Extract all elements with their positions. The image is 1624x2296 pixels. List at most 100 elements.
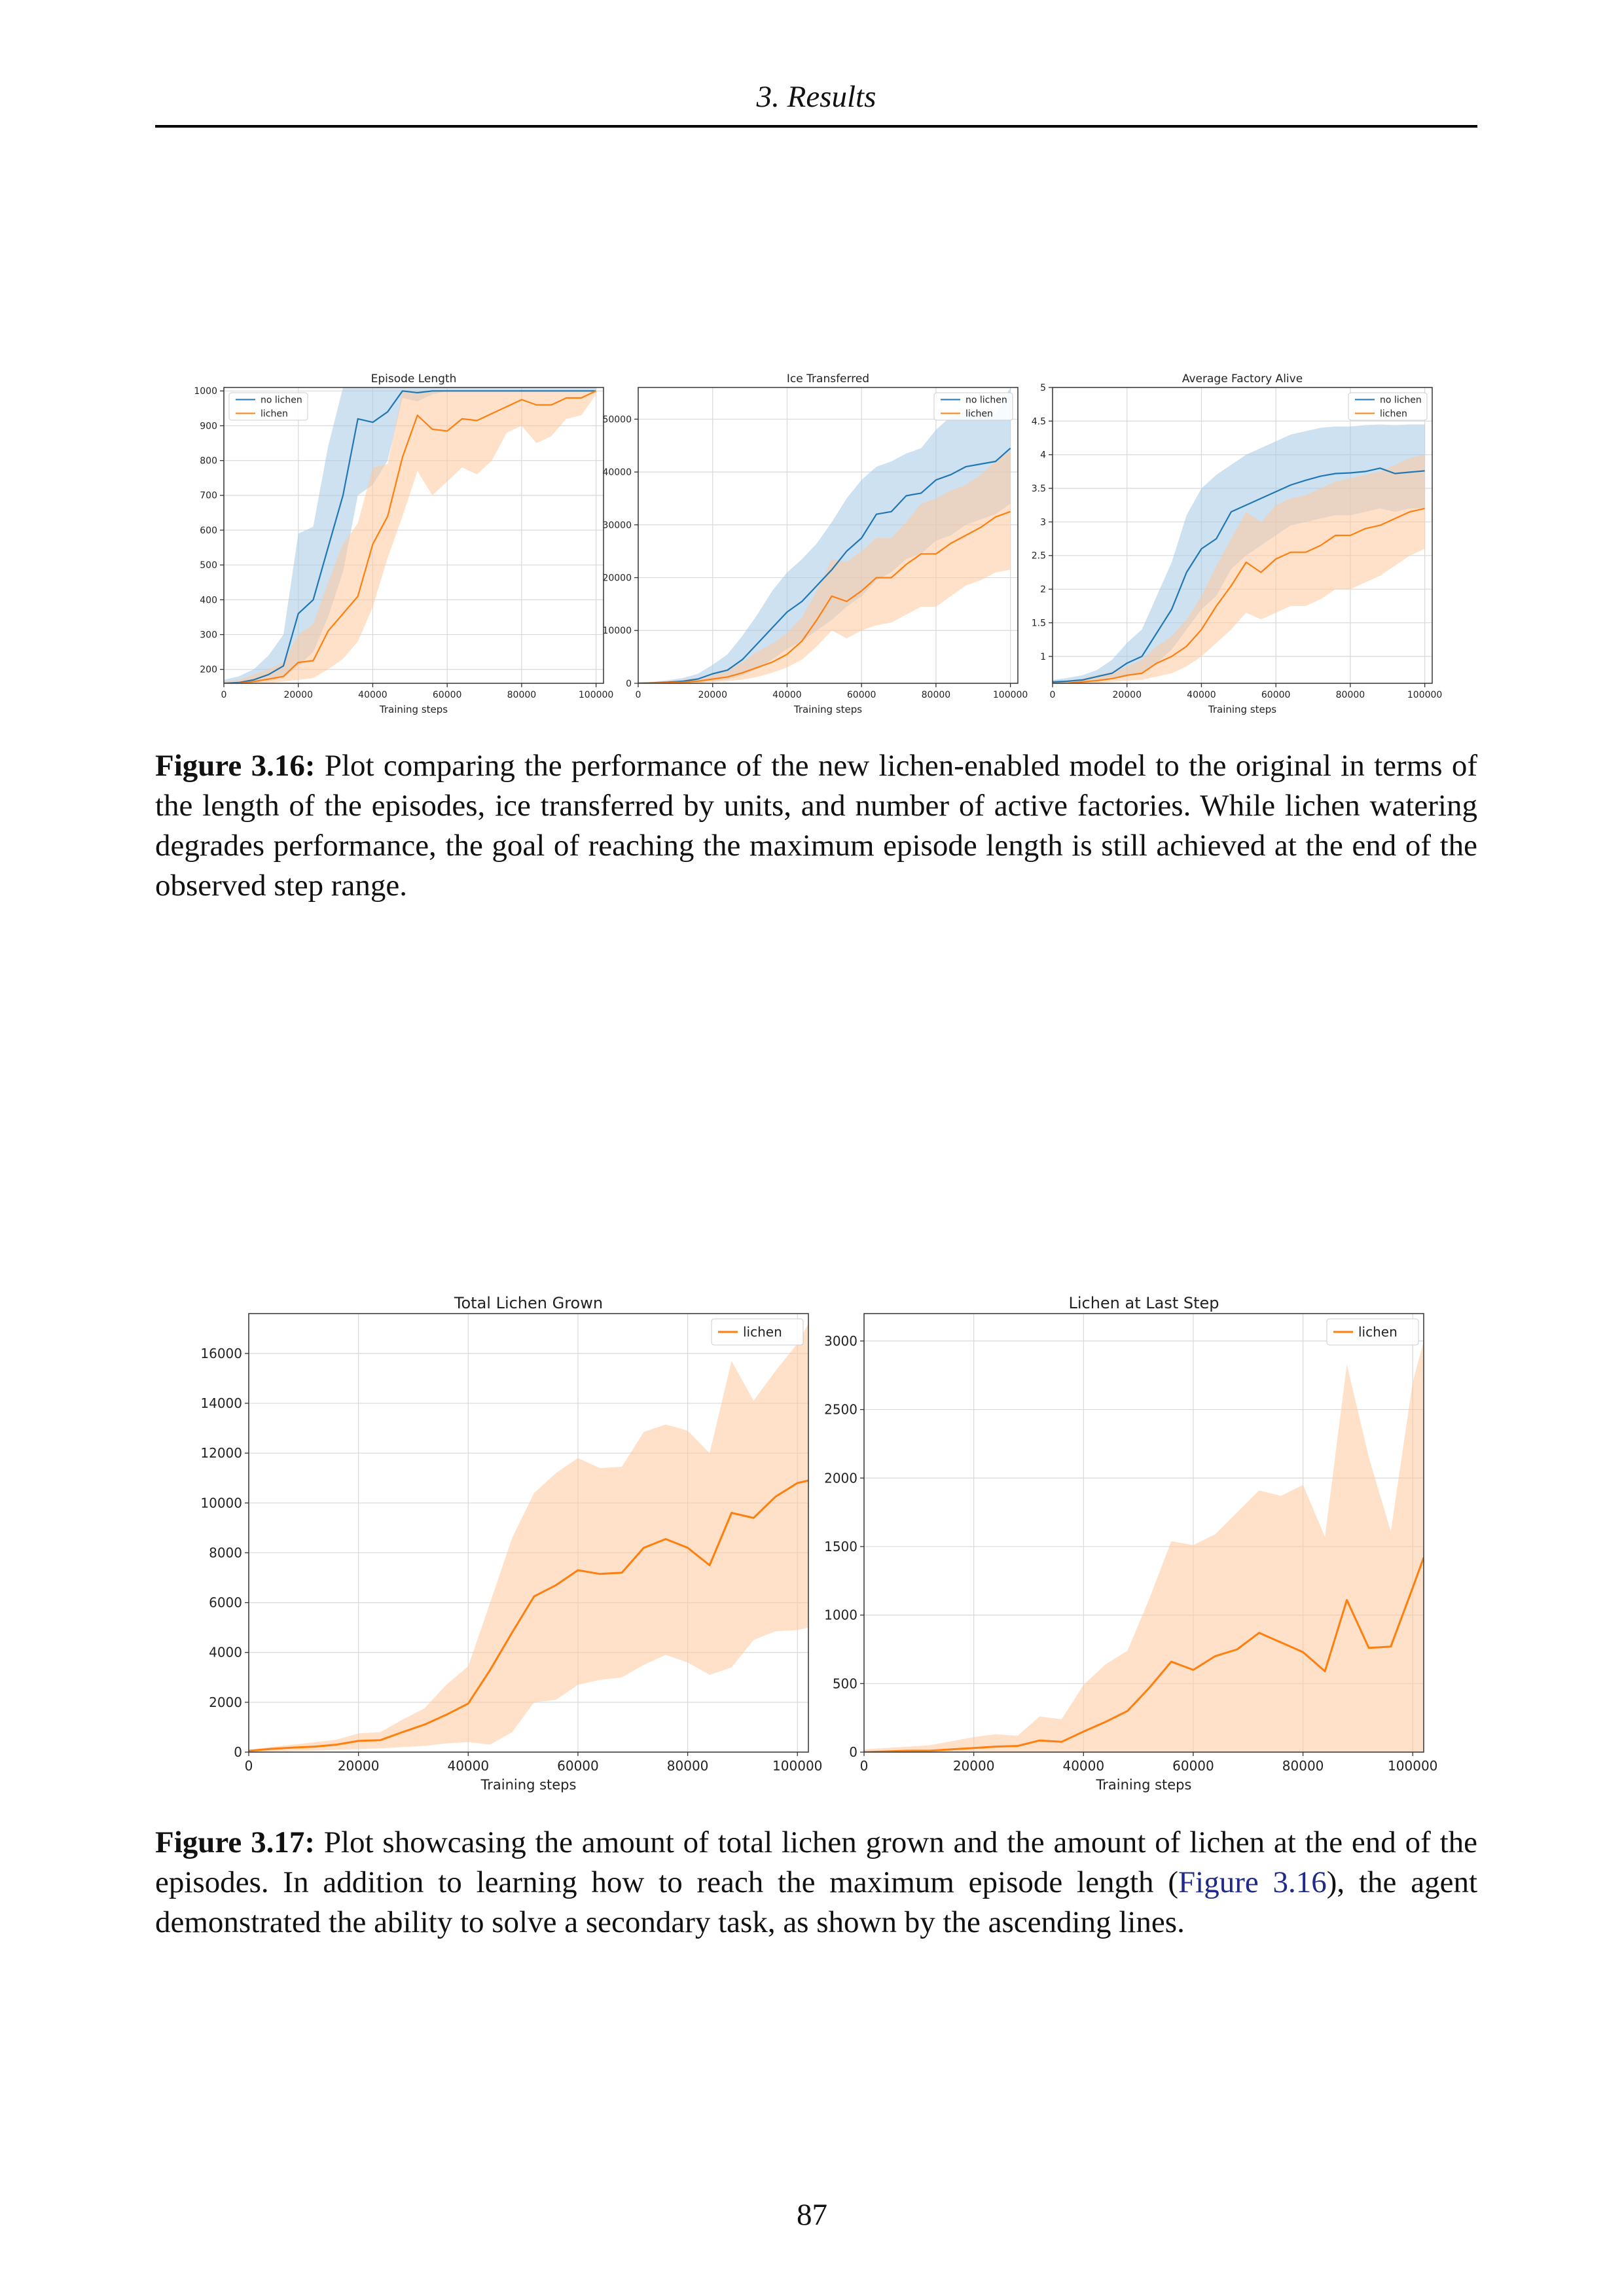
header-rule xyxy=(155,125,1477,128)
data-layer xyxy=(864,1340,1424,1752)
chart-title: Ice Transferred xyxy=(787,372,869,386)
series-line-lichen xyxy=(864,1557,1424,1752)
legend-entry: no lichen xyxy=(965,395,1007,405)
x-tick-label: 0 xyxy=(860,1758,869,1774)
x-tick-label: 80000 xyxy=(1282,1758,1324,1774)
y-tick-label: 500 xyxy=(833,1676,857,1691)
y-tick-label: 900 xyxy=(200,421,217,431)
y-tick-label: 30000 xyxy=(602,520,632,531)
legend: no lichen lichen xyxy=(1348,392,1428,421)
legend: no lichen lichen xyxy=(933,392,1013,421)
y-tick-label: 2.5 xyxy=(1032,551,1046,562)
x-tick-label: 20000 xyxy=(283,690,313,700)
figure-3-16-caption-text: Plot comparing the performance of the ne… xyxy=(155,749,1477,903)
y-tick-label: 500 xyxy=(200,560,217,571)
x-axis-label: Training steps xyxy=(480,1777,577,1793)
axes-frame xyxy=(1052,387,1433,684)
x-tick-label: 80000 xyxy=(922,690,951,700)
x-tick-label: 40000 xyxy=(1062,1758,1104,1774)
x-tick-label: 40000 xyxy=(358,690,388,700)
series-line-no-lichen xyxy=(1053,467,1425,683)
confidence-band-lichen xyxy=(638,450,1011,683)
y-tick-label: 16000 xyxy=(200,1346,242,1361)
confidence-band-no-lichen xyxy=(224,387,596,683)
y-tick-label: 10000 xyxy=(602,626,632,636)
chart-title: Lichen at Last Step xyxy=(1068,1294,1219,1312)
x-axis-label: Training steps xyxy=(1208,704,1276,715)
y-tick-label: 6000 xyxy=(209,1595,242,1611)
x-axis-label: Training steps xyxy=(379,704,448,715)
running-head: 3. Results xyxy=(756,80,876,114)
legend-box xyxy=(711,1318,804,1346)
x-tick-label: 0 xyxy=(245,1758,253,1774)
series-line-lichen xyxy=(249,1479,808,1752)
series-line-lichen xyxy=(1053,507,1425,683)
y-tick-label: 50000 xyxy=(602,414,632,425)
x-tick-label: 20000 xyxy=(338,1758,380,1774)
y-tick-label: 1000 xyxy=(194,386,217,397)
x-tick-label: 40000 xyxy=(1187,690,1216,700)
y-tick-label: 700 xyxy=(200,491,217,501)
axes-frame xyxy=(638,387,1019,684)
chart-episode-length: 0 20000 40000 60000 80000 100000 200 300 400 500 6… xyxy=(194,372,613,715)
legend-entry: lichen xyxy=(261,408,288,419)
series-line-no-lichen xyxy=(638,447,1011,683)
x-tick-label: 0 xyxy=(1050,690,1056,700)
y-tick-label: 1500 xyxy=(824,1539,857,1554)
y-tick-label: 8000 xyxy=(209,1545,242,1560)
chart-average-factory-alive: 0 20000 40000 60000 80000 100000 1 1.5 2 2.5 3 3.5 4… xyxy=(1032,372,1443,715)
figure-3-16-caption-label: Figure 3.16: xyxy=(155,749,316,783)
chart-lichen-at-last-step: 0 20000 40000 60000 80000 100000 0 500 1000 1500 2… xyxy=(824,1294,1437,1793)
data-layer xyxy=(638,387,1011,683)
y-tick-label: 3000 xyxy=(824,1333,857,1349)
y-tick-label: 4.5 xyxy=(1032,416,1046,427)
x-tick-label: 100000 xyxy=(579,690,613,700)
x-tick-label: 40000 xyxy=(447,1758,489,1774)
confidence-band-no-lichen xyxy=(638,387,1011,683)
x-tick-label: 20000 xyxy=(1112,690,1142,700)
figure-3-16-reference-link[interactable]: Figure 3.16 xyxy=(1178,1865,1327,1899)
y-tick-label: 2 xyxy=(1040,584,1046,595)
figure-3-16-plots: 0 20000 40000 60000 80000 1000002003004005006… xyxy=(194,372,1443,715)
y-tick-label: 5 xyxy=(1040,383,1046,393)
figure-3-17: 0 20000 40000 60000 80000 100000 0 2000 4000 6000… xyxy=(0,1283,1624,1806)
figure-3-17-caption-text-before: Plot showcasing the amount of total lich… xyxy=(155,1825,1477,1899)
legend-entry: lichen xyxy=(965,408,993,419)
x-tick-label: 80000 xyxy=(1336,690,1365,700)
confidence-band-lichen xyxy=(249,1323,808,1752)
page-number: 87 xyxy=(797,2198,827,2232)
y-tick-label: 14000 xyxy=(200,1395,242,1411)
legend: lichen xyxy=(711,1318,804,1346)
confidence-band-lichen xyxy=(224,391,596,683)
y-tick-label: 20000 xyxy=(602,573,632,583)
chart-title: Average Factory Alive xyxy=(1182,372,1303,386)
chart-title: Total Lichen Grown xyxy=(454,1294,603,1312)
y-tick-label: 400 xyxy=(200,595,217,605)
legend-entry: lichen xyxy=(1358,1324,1398,1340)
y-tick-label: 1.5 xyxy=(1032,618,1046,628)
y-tick-label: 300 xyxy=(200,630,217,640)
confidence-band-lichen xyxy=(864,1340,1424,1752)
y-tick-label: 200 xyxy=(200,665,217,675)
legend: no lichen lichen xyxy=(228,392,308,421)
x-tick-label: 80000 xyxy=(507,690,537,700)
series-line-no-lichen xyxy=(224,390,596,683)
legend: lichen xyxy=(1326,1318,1419,1346)
figure-3-17-caption: Figure 3.17: Plot showcasing the amount … xyxy=(155,1823,1477,1943)
x-tick-label: 80000 xyxy=(667,1758,709,1774)
x-tick-label: 20000 xyxy=(698,690,727,700)
series-line-lichen xyxy=(224,390,597,683)
confidence-band-lichen xyxy=(1053,454,1425,683)
y-tick-label: 10000 xyxy=(200,1495,242,1511)
figure-3-16: 0 20000 40000 60000 80000 100000 200 300 400 500 6… xyxy=(0,353,1624,720)
chart-title: Episode Length xyxy=(371,372,457,386)
x-tick-label: 0 xyxy=(221,690,227,700)
y-tick-label: 2500 xyxy=(824,1402,857,1418)
x-tick-label: 20000 xyxy=(953,1758,995,1774)
y-tick-label: 0 xyxy=(626,679,632,689)
x-axis-label: Training steps xyxy=(1096,1777,1192,1793)
y-tick-label: 1 xyxy=(1040,652,1046,662)
y-tick-label: 600 xyxy=(200,526,217,536)
axes-frame xyxy=(223,387,604,684)
axes-frame xyxy=(248,1313,809,1753)
